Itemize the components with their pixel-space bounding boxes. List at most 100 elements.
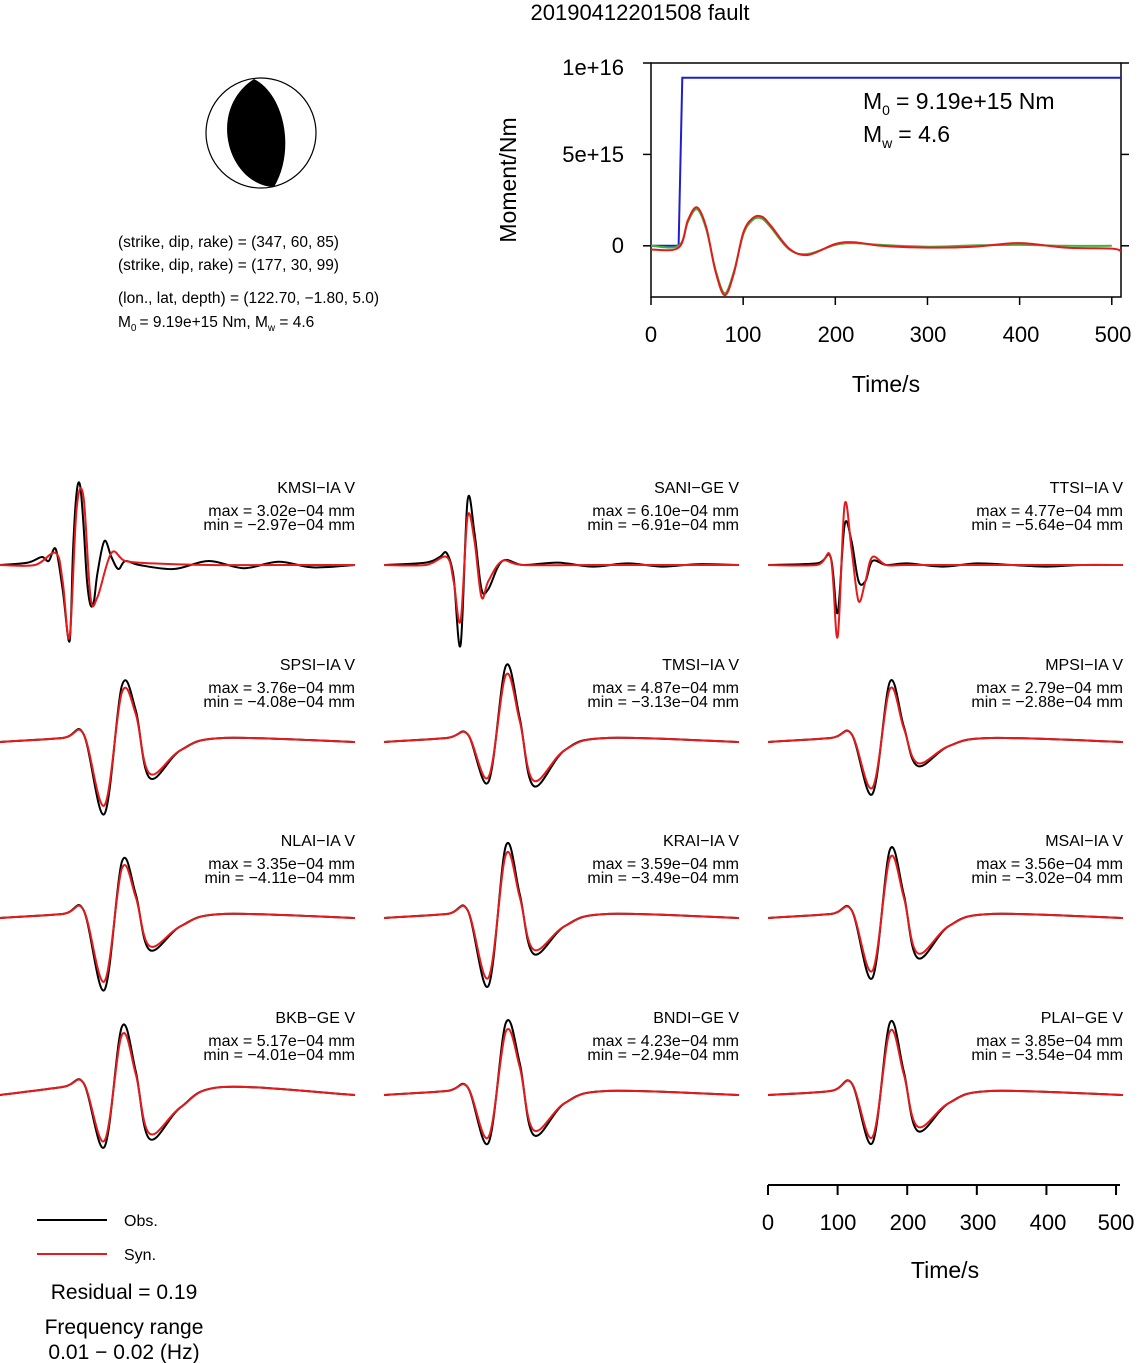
moment-ytick-0: 0 [612, 233, 624, 258]
station-name: KMSI−IA V [277, 480, 355, 497]
moment-m0-label: M0 = 9.19e+15 Nm [863, 88, 1055, 118]
frequency-range-value: 0.01 − 0.02 (Hz) [48, 1341, 199, 1363]
moment-xtick-200: 200 [818, 322, 855, 347]
moment-mw-label: Mw = 4.6 [863, 121, 950, 151]
station-name: SANI−GE V [654, 480, 739, 497]
station-min: min = −4.01e−04 mm [203, 1047, 355, 1064]
station-max: max = 3.59e−04 mm [592, 856, 739, 873]
obs-trace [0, 481, 356, 643]
frequency-range-title: Frequency range [45, 1316, 204, 1339]
mechanism-plane-2: (strike, dip, rake) = (177, 30, 99) [118, 257, 339, 274]
station-max: max = 2.79e−04 mm [976, 680, 1123, 697]
station-max: max = 5.17e−04 mm [208, 1033, 355, 1050]
mechanism-magnitude: M0 = 9.19e+15 Nm, Mw = 4.6 [118, 314, 314, 334]
station-min: min = −5.64e−04 mm [971, 517, 1123, 534]
figure-title: 20190412201508 fault [531, 0, 750, 25]
station-min: min = −2.94e−04 mm [587, 1047, 739, 1064]
station-max: max = 3.76e−04 mm [208, 680, 355, 697]
station-max: max = 4.87e−04 mm [592, 680, 739, 697]
station-min: min = −2.88e−04 mm [971, 694, 1123, 711]
wave-xtick-0: 0 [762, 1210, 774, 1235]
wave-xtick-200: 200 [890, 1210, 927, 1235]
moment-xtick-400: 400 [1003, 322, 1040, 347]
moment-plot: 1e+16 5e+15 0 0 100 200 300 400 500 Time… [495, 55, 1131, 397]
syn-trace [383, 1028, 740, 1140]
moment-xtick-0: 0 [645, 322, 657, 347]
station-name: BKB−GE V [275, 1010, 355, 1027]
legend-obs-label: Obs. [124, 1213, 158, 1230]
moment-xtick-500: 500 [1095, 322, 1132, 347]
station-name: SPSI−IA V [280, 657, 355, 674]
station-name: MSAI−IA V [1045, 833, 1123, 850]
syn-trace [0, 686, 356, 807]
station-name: BNDI−GE V [653, 1010, 739, 1027]
moment-xtick-300: 300 [910, 322, 947, 347]
syn-trace [383, 512, 739, 624]
moment-xlabel: Time/s [852, 371, 920, 397]
moment-ylabel: Moment/Nm [495, 117, 521, 242]
wave-xtick-400: 400 [1030, 1210, 1067, 1235]
moment-series-group [650, 76, 1122, 297]
moment-xtick-100: 100 [725, 322, 762, 347]
station-min: min = −3.49e−04 mm [587, 870, 739, 887]
station-min: min = −6.91e−04 mm [587, 517, 739, 534]
obs-trace [383, 494, 740, 648]
mechanism-plane-1: (strike, dip, rake) = (347, 60, 85) [118, 234, 339, 251]
station-min: min = −3.54e−04 mm [971, 1047, 1123, 1064]
syn-trace [0, 864, 356, 983]
focal-mechanism-beachball [205, 77, 317, 189]
station-name: TMSI−IA V [662, 657, 739, 674]
wave-xtick-300: 300 [960, 1210, 997, 1235]
station-name: TTSI−IA V [1050, 480, 1124, 497]
moment-plot-frame [650, 62, 1122, 298]
residual-text: Residual = 0.19 [51, 1281, 198, 1304]
wave-xtick-500: 500 [1098, 1210, 1135, 1235]
station-max: max = 4.23e−04 mm [592, 1033, 739, 1050]
syn-trace [383, 850, 740, 980]
station-max: max = 3.02e−04 mm [208, 503, 355, 520]
obs-trace [767, 520, 1124, 615]
station-min: min = −3.13e−04 mm [587, 694, 739, 711]
syn-trace [0, 487, 355, 640]
station-name: MPSI−IA V [1045, 657, 1123, 674]
station-name: KRAI−IA V [663, 833, 739, 850]
station-max: max = 3.35e−04 mm [208, 856, 355, 873]
station-max: max = 3.56e−04 mm [976, 856, 1123, 873]
moment-plot-ticks [643, 62, 1129, 305]
moment-rate-red-line [650, 206, 1122, 297]
waveform-time-axis: 0 100 200 300 400 500 Time/s [762, 1184, 1135, 1283]
station-max: max = 4.77e−04 mm [976, 503, 1123, 520]
station-min: min = −2.97e−04 mm [203, 517, 355, 534]
mechanism-info: (strike, dip, rake) = (347, 60, 85) (str… [118, 234, 379, 334]
station-max: max = 3.85e−04 mm [976, 1033, 1123, 1050]
syn-trace [383, 672, 740, 783]
station-min: min = −4.11e−04 mm [205, 870, 355, 887]
legend: Obs. Syn. Residual = 0.19 Frequency rang… [37, 1213, 203, 1363]
mechanism-location: (lon., lat, depth) = (122.70, −1.80, 5.0… [118, 290, 379, 307]
syn-trace [767, 1028, 1124, 1139]
station-min: min = −3.02e−04 mm [971, 870, 1123, 887]
syn-trace [0, 1031, 356, 1143]
legend-syn-label: Syn. [124, 1247, 156, 1264]
station-name: PLAI−GE V [1041, 1010, 1124, 1027]
wave-xlabel: Time/s [911, 1257, 979, 1283]
wave-xtick-100: 100 [820, 1210, 857, 1235]
station-min: min = −4.08e−04 mm [203, 694, 355, 711]
moment-cumulative-line [651, 76, 1121, 247]
moment-ytick-1e16: 1e+16 [562, 55, 624, 80]
syn-trace [767, 501, 1123, 639]
moment-rate-green-line [650, 208, 1112, 295]
